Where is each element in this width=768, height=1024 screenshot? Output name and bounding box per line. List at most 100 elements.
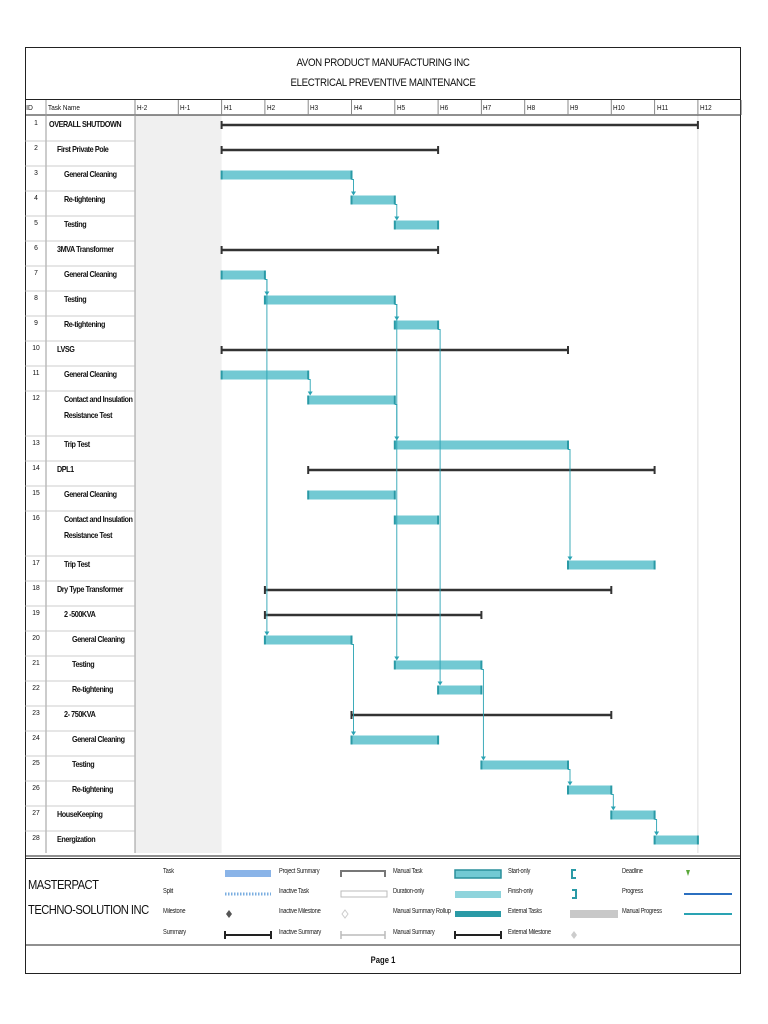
legend-swatch-inactive-summary (340, 931, 386, 939)
task-name: Testing (64, 219, 87, 229)
legend-label-task: Task (163, 868, 174, 875)
task-bar (264, 635, 352, 645)
task-name: DPL1 (56, 464, 74, 474)
dependency-link (568, 769, 571, 783)
legend-label-inactive-summary: Inactive Summary (279, 929, 321, 936)
task-id: 14 (32, 463, 40, 472)
dependency-link (351, 179, 354, 193)
dependency-arrow (394, 656, 400, 661)
task-bar (351, 195, 395, 205)
task-name: LVSG (56, 344, 75, 354)
dependency-link (654, 819, 658, 833)
task-name: Re-tightening (71, 784, 113, 794)
company-name-line2: TECHNO-SOLUTION INC (28, 902, 149, 917)
task-id: 9 (34, 318, 38, 327)
legend-swatch-manual-summary (454, 931, 502, 939)
task-id: 6 (34, 243, 38, 252)
legend-label-external-tasks: External Tasks (508, 908, 542, 915)
dependency-arrow (654, 831, 660, 836)
dependency-link (351, 644, 354, 733)
legend-label-external-milestone: External Milestone (508, 929, 551, 936)
dependency-arrow (567, 556, 573, 561)
dependency-arrow (394, 216, 400, 221)
legend-swatch-inactive-task (340, 890, 388, 898)
task-id: 18 (32, 583, 40, 592)
task-bar (308, 490, 395, 500)
company-name-line1: MASTERPACT (28, 877, 99, 892)
task-bar (264, 295, 395, 305)
task-name: OVERALL SHUTDOWN (49, 119, 122, 129)
legend-swatch-duration-only (455, 891, 501, 898)
timescale-label: H-2 (137, 103, 148, 112)
task-id: 19 (32, 608, 40, 617)
task-id: 21 (32, 658, 40, 667)
timescale-label: H12 (699, 103, 712, 112)
task-id: 8 (34, 293, 38, 302)
legend-label-project-summary: Project Summary (279, 868, 320, 875)
task-id: 13 (32, 438, 40, 447)
report-subtitle: ELECTRICAL PREVENTIVE MAINTENANCE (290, 77, 476, 89)
task-name: General Cleaning (64, 169, 117, 179)
dependency-link (394, 204, 398, 218)
task-bar (568, 560, 655, 570)
task-name: Contact and Insulation (64, 394, 133, 404)
dependency-link (264, 279, 268, 633)
task-name: Testing (64, 294, 87, 304)
task-id: 2 (34, 143, 38, 152)
task-bar (438, 685, 482, 695)
timescale-label: H7 (483, 103, 492, 112)
task-bar (221, 270, 265, 280)
task-bar (481, 760, 568, 770)
task-bar (611, 810, 655, 820)
legend-label-milestone: Milestone (163, 908, 186, 915)
task-name: HouseKeeping (56, 809, 103, 819)
task-name: 2 -500KVA (64, 609, 96, 619)
dependency-arrow (610, 806, 616, 811)
task-id: 15 (32, 488, 40, 497)
task-id: 25 (32, 758, 40, 767)
timescale-label: H9 (570, 103, 579, 112)
task-id: 20 (32, 633, 40, 642)
task-id: 3 (34, 168, 38, 177)
task-bar (654, 835, 698, 845)
task-bar (308, 395, 395, 405)
legend-label-inactive-task: Inactive Task (279, 888, 309, 895)
task-id: 24 (32, 733, 40, 742)
dependency-arrow (351, 191, 356, 196)
task-name: Re-tightening (64, 194, 106, 204)
legend-label-deadline: Deadline (622, 868, 643, 875)
task-name: 2- 750KVA (64, 709, 96, 719)
task-id: 28 (32, 833, 40, 842)
id-column-header: ID (26, 103, 33, 112)
task-name: General Cleaning (64, 489, 117, 499)
task-id: 1 (34, 118, 38, 127)
task-name: First Private Pole (56, 144, 109, 154)
task-id: 11 (32, 368, 40, 377)
timescale-label: H-1 (180, 103, 191, 112)
task-name: Re-tightening (71, 684, 113, 694)
task-bar (394, 320, 439, 330)
nonworking-shade (135, 115, 222, 853)
task-bar (394, 220, 439, 230)
name-column-header: Task Name (48, 103, 80, 112)
legend-swatch-project-summary (340, 870, 386, 877)
timescale-label: H3 (310, 103, 319, 112)
legend-label-summary: Summary (163, 929, 186, 936)
legend-swatch-start-only (571, 869, 576, 879)
page-number: Page 1 (370, 955, 396, 965)
dependency-link (568, 449, 571, 558)
task-name: Resistance Test (64, 530, 113, 540)
task-id: 26 (32, 783, 40, 792)
timescale-label: H6 (440, 103, 449, 112)
timescale-label: H1 (223, 103, 232, 112)
dependency-link (481, 669, 484, 758)
task-name: Testing (71, 759, 95, 769)
task-bar (221, 170, 352, 180)
task-name: Trip Test (64, 559, 90, 569)
legend-label-start-only: Start-only (508, 868, 531, 875)
legend-label-split: Split (163, 888, 173, 895)
timescale-label: H11 (656, 103, 668, 112)
timescale-label: H2 (266, 103, 276, 112)
